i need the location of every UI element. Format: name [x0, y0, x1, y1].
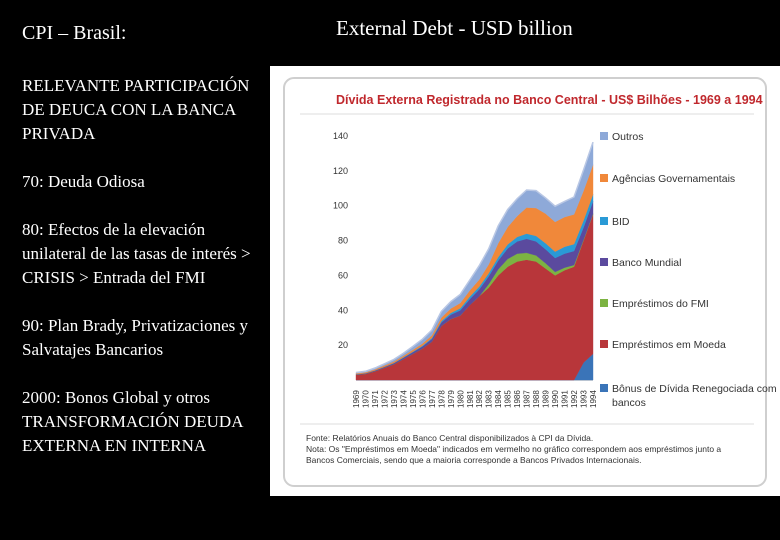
- paragraph-private-banks: RELEVANTE PARTICIPACIÓN DE DEUCA CON LA …: [22, 76, 250, 143]
- x-tick-label: 1977: [428, 390, 437, 408]
- legend-label: BID: [612, 216, 630, 228]
- source-line-3: Bancos Comerciais, sendo que a maioria c…: [306, 455, 641, 465]
- left-title: CPI – Brasil:: [22, 22, 127, 44]
- legend-label: Bônus de Dívida Renegociada com: [612, 383, 777, 395]
- x-tick-label: 1981: [466, 390, 475, 408]
- left-body: RELEVANTE PARTICIPACIÓN DE DEUCA CON LA …: [22, 74, 266, 482]
- paragraph-70s: 70: Deuda Odiosa: [22, 172, 145, 191]
- legend-label: Empréstimos em Moeda: [612, 339, 726, 351]
- legend: Outros Agências Governamentais BID Banco Mu…: [600, 131, 777, 409]
- paragraph-90s: 90: Plan Brady, Privatizaciones y Salvat…: [22, 316, 248, 359]
- x-tick-label: 1970: [361, 390, 370, 408]
- x-tick-label: 1975: [409, 390, 418, 408]
- x-tick-label: 1982: [475, 390, 484, 408]
- x-tick-label: 1983: [485, 390, 494, 408]
- legend-swatch: [600, 299, 608, 307]
- y-tick-label: 140: [333, 131, 348, 141]
- y-tick-label: 20: [338, 340, 348, 350]
- x-tick-label: 1974: [399, 390, 408, 408]
- x-tick-label: 1993: [580, 390, 589, 408]
- x-tick-label: 1969: [352, 390, 361, 408]
- legend-swatch: [600, 384, 608, 392]
- right-title: External Debt - USD billion: [336, 16, 573, 40]
- chart-panel: Dívida Externa Registrada no Banco Centr…: [270, 66, 780, 496]
- legend-swatch: [600, 174, 608, 182]
- legend-swatch: [600, 258, 608, 266]
- legend-label: Empréstimos do FMI: [612, 298, 709, 310]
- x-tick-label: 1972: [380, 390, 389, 408]
- x-tick-label: 1986: [513, 390, 522, 408]
- x-tick-label: 1978: [437, 390, 446, 408]
- x-tick-label: 1992: [570, 390, 579, 408]
- x-tick-label: 1984: [494, 390, 503, 408]
- x-tick-label: 1985: [504, 390, 513, 408]
- y-tick-label: 80: [338, 236, 348, 246]
- x-tick-label: 1994: [589, 390, 598, 408]
- total-outline: [355, 141, 594, 374]
- debt-area-chart: Dívida Externa Registrada no Banco Centr…: [283, 77, 777, 487]
- area-layers: [355, 141, 594, 381]
- paragraph-80s: 80: Efectos de la elevación unilateral d…: [22, 220, 251, 287]
- paragraph-2000: 2000: Bonos Global y otros TRANSFORMACIÓ…: [22, 388, 243, 455]
- x-tick-label: 1987: [523, 390, 532, 408]
- legend-label: Banco Mundial: [612, 257, 681, 269]
- y-tick-label: 120: [333, 166, 348, 176]
- x-tick-label: 1979: [447, 390, 456, 408]
- x-tick-label: 1989: [542, 390, 551, 408]
- x-tick-label: 1991: [561, 390, 570, 408]
- x-axis: 1969 1970 1971 1972 1973 1974 1975 1976 1977 1978…: [352, 390, 598, 408]
- x-tick-label: 1976: [418, 390, 427, 408]
- x-tick-label: 1973: [390, 390, 399, 408]
- x-tick-label: 1980: [456, 390, 465, 408]
- x-tick-label: 1990: [551, 390, 560, 408]
- chart-title: Dívida Externa Registrada no Banco Centr…: [336, 93, 763, 107]
- y-tick-label: 40: [338, 305, 348, 315]
- legend-swatch: [600, 132, 608, 140]
- x-tick-label: 1971: [371, 390, 380, 408]
- y-tick-label: 60: [338, 270, 348, 280]
- left-text-panel: CPI – Brasil: RELEVANTE PARTICIPACIÓN DE…: [0, 0, 268, 540]
- source-line-1: Fonte: Relatórios Anuais do Banco Centra…: [306, 433, 593, 443]
- y-tick-label: 100: [333, 201, 348, 211]
- legend-label-cont: bancos: [612, 397, 646, 409]
- source-line-2: Nota: Os "Empréstimos em Moeda" indicado…: [306, 444, 721, 454]
- legend-swatch: [600, 217, 608, 225]
- legend-swatch: [600, 340, 608, 348]
- legend-label: Agências Governamentais: [612, 173, 735, 185]
- x-tick-label: 1988: [532, 390, 541, 408]
- legend-label: Outros: [612, 131, 644, 143]
